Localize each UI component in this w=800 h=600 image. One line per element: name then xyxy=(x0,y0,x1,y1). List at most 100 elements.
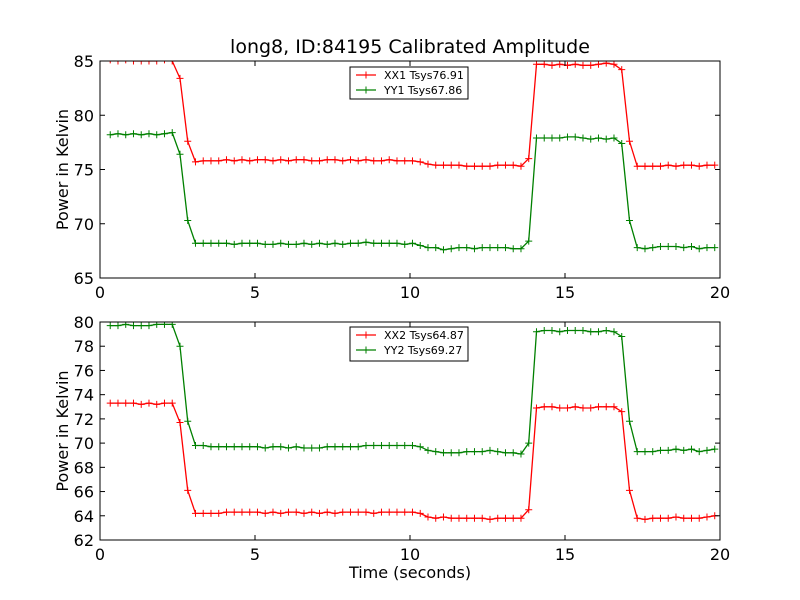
data-point xyxy=(153,61,161,65)
data-point xyxy=(238,239,246,247)
data-point xyxy=(168,129,176,137)
data-point xyxy=(602,403,610,411)
data-point xyxy=(695,448,703,456)
data-point xyxy=(230,508,238,516)
data-point xyxy=(687,514,695,522)
data-point xyxy=(494,448,502,456)
data-point xyxy=(594,134,602,142)
data-point xyxy=(672,445,680,453)
legend: XX2 Tsys64.87 YY2 Tsys69.27 xyxy=(349,326,469,362)
data-point xyxy=(532,404,540,412)
data-point xyxy=(625,216,633,224)
y-tick-label: 66 xyxy=(74,483,94,502)
data-point xyxy=(656,446,664,454)
data-point xyxy=(556,404,564,412)
data-point xyxy=(122,131,130,139)
data-point xyxy=(308,444,316,452)
data-point xyxy=(315,239,323,247)
y-tick-label: 70 xyxy=(74,215,94,234)
data-point xyxy=(315,157,323,165)
y-tick-label: 72 xyxy=(74,410,94,429)
data-point xyxy=(625,417,633,425)
data-point xyxy=(680,514,688,522)
data-point xyxy=(199,157,207,165)
data-point xyxy=(261,240,269,248)
data-point xyxy=(277,156,285,164)
data-point xyxy=(680,161,688,169)
data-point xyxy=(416,241,424,249)
data-point xyxy=(106,322,114,330)
y-tick-label: 64 xyxy=(74,507,94,526)
data-point xyxy=(416,443,424,451)
y-tick-label: 74 xyxy=(74,386,94,405)
data-point xyxy=(362,442,370,450)
y-tick-label: 70 xyxy=(74,434,94,453)
data-point xyxy=(486,162,494,170)
data-point xyxy=(114,130,122,138)
data-point xyxy=(602,135,610,143)
data-point xyxy=(215,443,223,451)
data-point xyxy=(447,449,455,457)
data-point xyxy=(664,243,672,251)
y-tick-label: 76 xyxy=(74,361,94,380)
data-point xyxy=(711,244,719,252)
data-point xyxy=(687,243,695,251)
data-point xyxy=(284,444,292,452)
data-point xyxy=(346,239,354,247)
data-point xyxy=(300,239,308,247)
data-point xyxy=(470,245,478,253)
data-point xyxy=(563,326,571,334)
data-point xyxy=(153,400,161,408)
data-point xyxy=(509,514,517,522)
data-point xyxy=(641,162,649,170)
data-point xyxy=(207,239,215,247)
data-point xyxy=(292,443,300,451)
data-point xyxy=(501,449,509,457)
legend-marker xyxy=(362,346,370,354)
data-point xyxy=(703,244,711,252)
data-point xyxy=(238,508,246,516)
data-point xyxy=(633,162,641,170)
data-point xyxy=(548,61,556,69)
data-point xyxy=(346,156,354,164)
data-point xyxy=(540,326,548,334)
data-point xyxy=(246,157,254,165)
data-point xyxy=(509,161,517,169)
data-point xyxy=(109,61,111,64)
x-tick-label: 15 xyxy=(555,545,575,564)
data-point xyxy=(331,239,339,247)
data-point xyxy=(641,515,649,523)
data-point xyxy=(571,61,579,68)
data-point xyxy=(393,442,401,450)
data-point xyxy=(486,515,494,523)
data-point xyxy=(587,61,595,69)
y-axis-label: Power in Kelvin xyxy=(53,109,72,230)
data-point xyxy=(548,403,556,411)
data-point xyxy=(339,157,347,165)
data-point xyxy=(455,514,463,522)
data-point xyxy=(579,326,587,334)
data-point xyxy=(408,157,416,165)
data-point xyxy=(501,514,509,522)
data-point xyxy=(114,322,122,330)
data-point xyxy=(587,328,595,336)
y-axis-label: Power in Kelvin xyxy=(53,370,72,491)
data-point xyxy=(571,403,579,411)
data-point xyxy=(145,322,153,330)
data-point xyxy=(610,61,618,68)
data-point xyxy=(501,244,509,252)
data-point xyxy=(308,240,316,248)
data-point xyxy=(602,61,610,67)
data-point xyxy=(649,244,657,252)
data-point xyxy=(672,162,680,170)
data-point xyxy=(323,443,331,451)
data-point xyxy=(163,61,165,64)
data-point xyxy=(664,161,672,169)
data-point xyxy=(261,444,269,452)
data-point xyxy=(253,156,261,164)
data-point xyxy=(509,245,517,253)
data-point xyxy=(424,160,432,168)
data-point xyxy=(354,157,362,165)
data-point xyxy=(370,239,378,247)
data-point xyxy=(207,443,215,451)
